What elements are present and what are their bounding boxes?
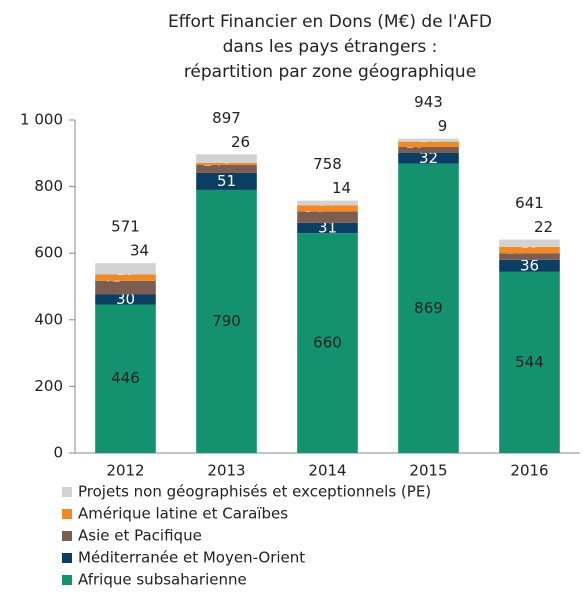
bar-segment: [297, 200, 358, 206]
bar-segment: [95, 263, 156, 275]
y-tick-label: 600: [34, 244, 63, 262]
total-label: 758: [313, 155, 342, 173]
value-label: 26: [231, 133, 250, 151]
y-tick-label: 1 000: [20, 111, 63, 129]
legend-swatch: [62, 487, 72, 497]
x-tick-label: 2014: [308, 462, 346, 480]
x-tick-label: 2016: [510, 462, 548, 480]
legend-swatch: [62, 509, 72, 519]
chart-title: dans les pays étrangers :: [223, 37, 438, 57]
y-tick-label: 200: [34, 377, 63, 395]
legend-swatch: [62, 531, 72, 541]
value-label: 446: [111, 369, 140, 387]
total-label: 641: [515, 194, 544, 212]
bar-segment: [95, 294, 156, 305]
bar-segment: [297, 211, 358, 223]
bar-segment: [196, 189, 257, 453]
total-label: 571: [111, 218, 140, 236]
value-label: 9: [438, 117, 448, 135]
x-tick-label: 2015: [409, 462, 447, 480]
bar-segment: [398, 141, 459, 147]
value-label: 34: [130, 242, 149, 260]
bar-segment: [297, 222, 358, 234]
bar-segment: [297, 233, 358, 453]
legend-label: Méditerranée et Moyen-Orient: [78, 549, 305, 567]
chart-title: répartition par zone géographique: [184, 62, 476, 82]
bar-segment: [499, 239, 560, 247]
y-tick-label: 400: [34, 310, 63, 328]
total-label: 943: [414, 93, 443, 111]
value-label: 660: [313, 334, 342, 352]
value-label: 790: [212, 312, 241, 330]
value-label: 14: [332, 179, 351, 197]
legend-swatch: [62, 553, 72, 563]
bar-segment: [95, 280, 156, 295]
bar-segment: [196, 172, 257, 190]
bar-segment: [196, 154, 257, 163]
total-label: 897: [212, 109, 241, 127]
bar-segment: [297, 205, 358, 212]
bar-segment: [196, 162, 257, 165]
value-label: 544: [515, 353, 544, 371]
legend-label: Projets non géographisés et exceptionnel…: [78, 483, 431, 501]
bar-segment: [95, 274, 156, 281]
value-label: 869: [414, 299, 443, 317]
bar-segment: [499, 253, 560, 260]
value-label: 32: [419, 149, 438, 167]
chart-title: Effort Financier en Dons (M€) de l'AFD: [168, 12, 492, 32]
bar-segment: [499, 259, 560, 272]
bar-segment: [398, 152, 459, 164]
legend-label: Asie et Pacifique: [78, 527, 202, 545]
bar-segment: [196, 164, 257, 173]
bar-segment: [398, 163, 459, 454]
legend-swatch: [62, 575, 72, 585]
bar-segment: [95, 304, 156, 453]
bar-segment: [499, 246, 560, 254]
legend-label: Amérique latine et Caraïbes: [78, 505, 288, 523]
value-label: 16: [419, 128, 438, 146]
bar-segment: [398, 138, 459, 142]
bar-segment: [398, 146, 459, 153]
value-label: 51: [217, 172, 236, 190]
y-tick-label: 800: [34, 177, 63, 195]
value-label: 31: [318, 219, 337, 237]
value-label: 22: [534, 218, 553, 236]
x-tick-label: 2012: [106, 462, 144, 480]
y-tick-label: 0: [53, 444, 63, 462]
x-tick-label: 2013: [207, 462, 245, 480]
legend-label: Afrique subsaharienne: [78, 571, 247, 589]
bar-segment: [499, 271, 560, 453]
value-label: 36: [520, 256, 539, 274]
